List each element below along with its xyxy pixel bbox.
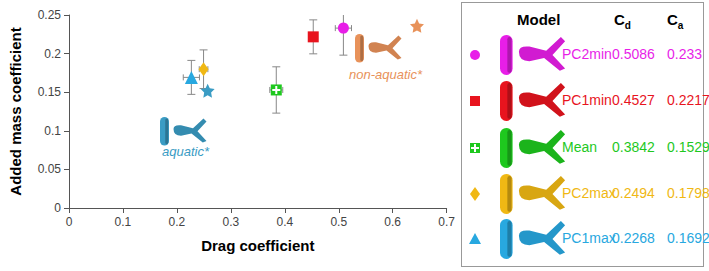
svg-text:0.5: 0.5 (330, 215, 347, 229)
svg-text:0.1: 0.1 (115, 215, 132, 229)
html-text:0.1798: 0.1798 (667, 185, 709, 201)
svg-text:0.1: 0.1 (44, 124, 61, 138)
html-text:0.3842: 0.3842 (612, 139, 655, 155)
html-text:0.2268: 0.2268 (612, 230, 655, 246)
html-text:PC1min 0.4527: PC1min 0.4527 (562, 92, 655, 108)
svg-text:0.7: 0.7 (438, 215, 455, 229)
svg-text:aquatic*: aquatic* (162, 144, 210, 159)
html-text:0.233: 0.233 (667, 46, 702, 62)
svg-text:0.4: 0.4 (276, 215, 293, 229)
svg-text:0.15: 0.15 (38, 85, 62, 99)
html-text:0.2217: 0.2217 (667, 92, 709, 108)
svg-text:0.6: 0.6 (384, 215, 401, 229)
html-text:PC2min 0.5086: PC2min 0.5086 (562, 46, 655, 62)
html-text:0.2494: 0.2494 (612, 185, 655, 201)
html-text:Mean: Mean (562, 139, 597, 155)
svg-text:0: 0 (66, 215, 73, 229)
svg-text:0.3: 0.3 (223, 215, 240, 229)
html-text:0.1692: 0.1692 (667, 230, 709, 246)
html-text:Ca: Ca (667, 11, 684, 31)
svg-text:Added mass coefficient: Added mass coefficient (7, 27, 24, 195)
html-text:Cd: Cd (614, 11, 631, 31)
html-text:PC2max: PC2max (562, 185, 616, 201)
svg-text:non-aquatic*: non-aquatic* (349, 67, 423, 82)
svg-text:0.05: 0.05 (38, 162, 62, 176)
html-text:PC1max: PC1max (562, 230, 616, 246)
html-text:Model: Model (517, 11, 561, 28)
svg-text:0.2: 0.2 (169, 215, 186, 229)
svg-text:0.25: 0.25 (38, 8, 62, 22)
svg-text:0: 0 (54, 201, 61, 215)
html-text:0.1529: 0.1529 (667, 139, 709, 155)
svg-text:Drag coefficient: Drag coefficient (201, 237, 314, 254)
svg-text:0.2: 0.2 (44, 47, 61, 61)
